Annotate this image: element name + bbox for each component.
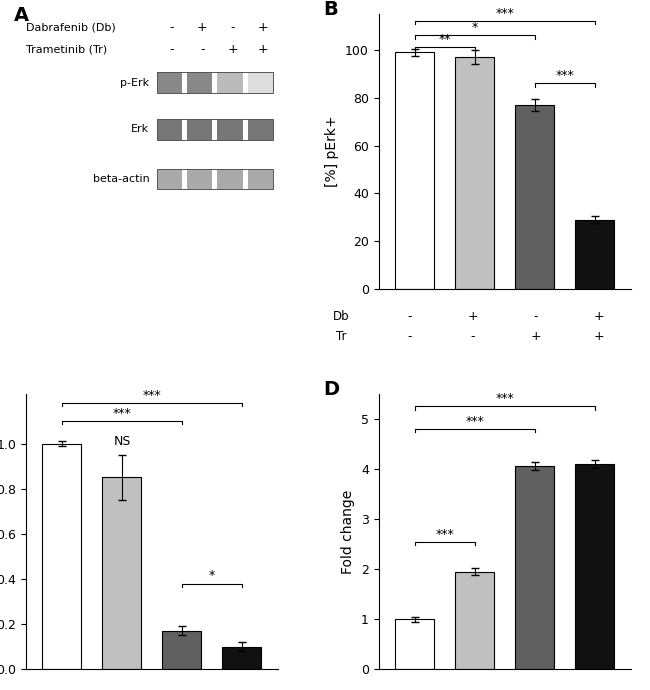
Text: +: + (257, 43, 268, 56)
Bar (395, 619, 434, 669)
Text: ***: *** (436, 527, 454, 540)
Text: Trametinib (Tr): Trametinib (Tr) (26, 45, 107, 55)
Bar (248, 169, 273, 189)
Text: +: + (593, 310, 604, 323)
Bar (157, 169, 182, 189)
Bar (187, 72, 213, 93)
Y-axis label: [%] pErk+: [%] pErk+ (326, 116, 339, 187)
Bar (157, 119, 273, 140)
Bar (515, 105, 554, 289)
Bar (187, 119, 213, 140)
Text: -: - (534, 310, 538, 323)
Text: Erk: Erk (131, 124, 150, 135)
Text: B: B (323, 0, 338, 19)
Bar (455, 571, 494, 669)
Text: Db: Db (333, 310, 349, 323)
Text: *: * (471, 21, 478, 34)
Text: ***: *** (555, 69, 574, 82)
Text: -: - (230, 21, 235, 34)
Bar (222, 647, 261, 669)
Text: ***: *** (142, 388, 161, 402)
Text: +: + (593, 330, 604, 342)
Text: ***: *** (112, 407, 131, 420)
Y-axis label: Fold change: Fold change (341, 489, 356, 573)
Text: NS: NS (113, 435, 131, 448)
Text: -: - (200, 43, 205, 56)
Text: p-Erk: p-Erk (120, 78, 150, 88)
Text: -: - (408, 330, 412, 342)
Bar (395, 52, 434, 289)
Bar (162, 631, 202, 669)
Text: **: ** (438, 33, 451, 46)
Bar (157, 169, 273, 189)
Bar (575, 464, 614, 669)
Text: ***: *** (465, 415, 484, 428)
Text: beta-actin: beta-actin (93, 174, 150, 184)
Text: +: + (531, 330, 541, 342)
Bar (515, 466, 554, 669)
Bar (157, 119, 182, 140)
Bar (187, 169, 213, 189)
Bar (157, 72, 182, 93)
Text: +: + (257, 21, 268, 34)
Bar (217, 169, 242, 189)
Bar (248, 119, 273, 140)
Bar (455, 57, 494, 289)
Bar (103, 477, 142, 669)
Bar (575, 220, 614, 289)
Text: +: + (197, 21, 207, 34)
Text: ***: *** (495, 393, 514, 405)
Bar (42, 444, 81, 669)
Text: -: - (170, 21, 174, 34)
Bar (217, 72, 242, 93)
Text: -: - (408, 310, 412, 323)
Text: -: - (471, 330, 475, 342)
Text: +: + (227, 43, 238, 56)
Bar (248, 72, 273, 93)
Text: D: D (323, 380, 339, 399)
Text: -: - (170, 43, 174, 56)
Text: +: + (468, 310, 478, 323)
Text: A: A (14, 6, 29, 25)
Text: ***: *** (495, 7, 514, 20)
Bar (157, 72, 273, 93)
Text: Dabrafenib (Db): Dabrafenib (Db) (26, 23, 116, 32)
Bar (217, 119, 242, 140)
Text: *: * (209, 569, 215, 582)
Text: Tr: Tr (335, 330, 346, 342)
